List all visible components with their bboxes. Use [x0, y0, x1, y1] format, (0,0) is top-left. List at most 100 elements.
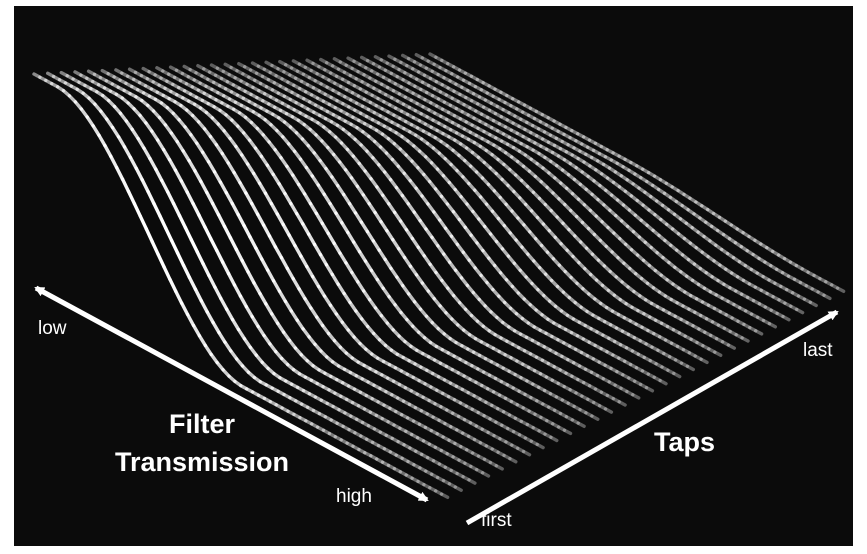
tap-line-7-segment [445, 408, 455, 415]
tap-line-11-segment [334, 211, 344, 225]
tap-line-14-segment [605, 393, 615, 401]
tap-line-30-segment [753, 238, 763, 246]
tap-line-12-segment [336, 183, 346, 197]
tap-line-3-segment [130, 127, 140, 141]
tap-line-7-segment [279, 255, 289, 270]
tap-line-3-segment [189, 237, 199, 254]
tap-line-23-segment [409, 98, 419, 106]
tap-line-24-segment [446, 110, 457, 118]
tap-line-7-segment [516, 446, 526, 454]
tap-line-29-segment [544, 123, 554, 130]
tap-line-11-segment [511, 386, 521, 393]
tap-line-8-segment [269, 201, 279, 216]
transmission-axis-arrow [34, 285, 429, 503]
tap-line-30-segment [711, 211, 722, 220]
tap-line-2-segment [453, 485, 463, 492]
tap-line-15-segment [424, 227, 434, 240]
transmission-low-label: low [38, 318, 67, 339]
tap-line-4-segment [457, 458, 467, 465]
tap-line-8-segment [494, 420, 504, 427]
tap-line-4-segment [433, 445, 443, 453]
tap-line-15-segment [229, 65, 239, 73]
tap-line-30-segment [759, 242, 769, 250]
tap-line-28-segment [525, 120, 535, 128]
tap-line-23-segment [716, 323, 726, 330]
tap-line-18-segment [618, 343, 629, 350]
tap-line-27-segment [464, 95, 474, 103]
tap-line-27-segment [505, 118, 515, 125]
tap-line-9-segment [265, 163, 275, 177]
tap-line-26-segment [432, 86, 443, 94]
tap-line-28-segment [436, 72, 446, 80]
tap-line-24-segment [754, 329, 764, 336]
tap-line-13-segment [574, 391, 584, 398]
tap-line-28-segment [471, 91, 482, 99]
tap-line-7-segment [114, 68, 124, 75]
tap-line-29-segment [639, 175, 649, 184]
tap-line-18-segment [317, 89, 327, 96]
tap-line-22-segment [703, 330, 713, 338]
tap-line-19-segment [295, 69, 306, 77]
tap-line-13-segment [538, 372, 549, 379]
tap-line-3-segment [136, 136, 146, 150]
tap-line-26-segment [456, 99, 466, 107]
tap-line-10-segment [161, 69, 171, 76]
tap-line-22-segment [336, 67, 347, 75]
tap-line-22-segment [697, 327, 707, 334]
tap-line-30-segment [469, 74, 479, 82]
tap-line-28-segment [448, 79, 458, 86]
tap-line-25-segment [726, 299, 736, 307]
tap-line-7-segment [486, 430, 496, 438]
tap-line-30-segment [765, 245, 775, 254]
tap-line-24-segment [423, 97, 433, 105]
tap-line-19-segment [313, 78, 323, 86]
tap-line-13-segment [603, 407, 614, 414]
tap-line-25-segment [720, 296, 730, 303]
tap-line-27-segment [741, 278, 752, 286]
tap-line-22-segment [384, 92, 394, 100]
tap-line-28-segment [566, 142, 576, 150]
tap-line-15-segment [418, 218, 428, 231]
tap-line-27-segment [493, 111, 503, 119]
tap-line-3-segment [219, 296, 229, 311]
tap-line-10-segment [332, 241, 342, 255]
tap-line-13-segment [402, 255, 413, 268]
tap-line-20-segment [350, 91, 361, 98]
tap-line-4-segment [167, 157, 178, 172]
tap-line-11-segment [316, 183, 326, 197]
tap-line-2-segment [187, 275, 198, 291]
tap-line-6-segment [461, 431, 471, 438]
tap-line-1-segment [138, 214, 149, 231]
tap-line-27-segment [399, 60, 409, 68]
tap-line-13-segment [373, 210, 383, 224]
tap-line-8-segment [511, 429, 522, 437]
tap-line-28-segment [424, 66, 434, 74]
tap-line-27-segment [499, 114, 509, 122]
tap-line-15-segment [577, 364, 588, 371]
tap-line-2-segment [158, 214, 168, 231]
tap-line-14-segment [215, 66, 226, 74]
tap-line-14-segment [398, 219, 409, 232]
tap-line-15-segment [235, 68, 245, 76]
tap-line-22-segment [378, 89, 388, 97]
tap-line-21-segment [376, 96, 386, 104]
tap-line-17-segment [286, 80, 296, 88]
tap-line-30-segment [771, 249, 781, 257]
tap-line-6-segment [277, 289, 288, 303]
tap-line-7-segment [214, 143, 225, 156]
tap-line-25-segment [365, 58, 376, 66]
tap-line-12-segment [572, 404, 582, 412]
tap-line-14-segment [611, 396, 621, 404]
tap-line-28-segment [790, 291, 801, 298]
tap-line-9-segment [466, 390, 476, 398]
tap-line-30-segment [463, 71, 474, 79]
tap-line-21-segment [677, 331, 687, 338]
tap-line-26-segment [385, 61, 395, 68]
tap-line-6-segment [472, 437, 483, 445]
tap-line-29-segment [515, 107, 525, 114]
tap-line-15-segment [430, 235, 440, 248]
tap-line-7-segment [451, 411, 461, 419]
tap-line-14-segment [381, 193, 391, 206]
tap-line-6-segment [490, 447, 500, 454]
tap-line-12-segment [519, 376, 529, 383]
